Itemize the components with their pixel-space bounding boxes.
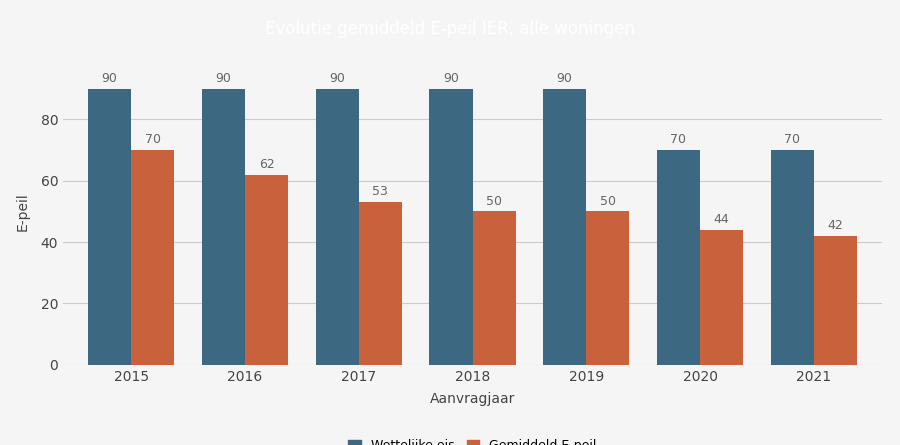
Bar bbox=[131, 150, 175, 365]
Text: 90: 90 bbox=[102, 72, 118, 85]
Text: 90: 90 bbox=[215, 72, 231, 85]
Text: Evolutie gemiddeld E-peil IER, alle woningen: Evolutie gemiddeld E-peil IER, alle woni… bbox=[266, 20, 634, 38]
X-axis label: Aanvragjaar: Aanvragjaar bbox=[430, 392, 515, 406]
Text: 42: 42 bbox=[827, 219, 843, 232]
Bar bbox=[586, 211, 629, 365]
Text: 70: 70 bbox=[670, 134, 687, 146]
Bar bbox=[245, 174, 288, 365]
Text: 50: 50 bbox=[600, 195, 616, 208]
Text: 53: 53 bbox=[373, 186, 388, 198]
Bar bbox=[202, 89, 245, 365]
Y-axis label: E-peil: E-peil bbox=[15, 192, 30, 231]
Text: 90: 90 bbox=[329, 72, 345, 85]
Bar bbox=[429, 89, 472, 365]
Bar bbox=[543, 89, 586, 365]
Text: 90: 90 bbox=[443, 72, 459, 85]
Text: 50: 50 bbox=[486, 195, 502, 208]
Bar bbox=[472, 211, 516, 365]
Bar bbox=[814, 236, 857, 365]
Legend: Wettelijke eis, Gemiddeld E-peil: Wettelijke eis, Gemiddeld E-peil bbox=[348, 439, 597, 445]
Bar bbox=[88, 89, 131, 365]
Text: 90: 90 bbox=[557, 72, 572, 85]
Text: 70: 70 bbox=[784, 134, 800, 146]
Bar bbox=[657, 150, 700, 365]
Bar bbox=[359, 202, 402, 365]
Text: 62: 62 bbox=[258, 158, 274, 171]
Bar bbox=[700, 230, 743, 365]
Bar bbox=[770, 150, 814, 365]
Text: 70: 70 bbox=[145, 134, 161, 146]
Bar bbox=[316, 89, 359, 365]
Text: 44: 44 bbox=[714, 213, 730, 226]
